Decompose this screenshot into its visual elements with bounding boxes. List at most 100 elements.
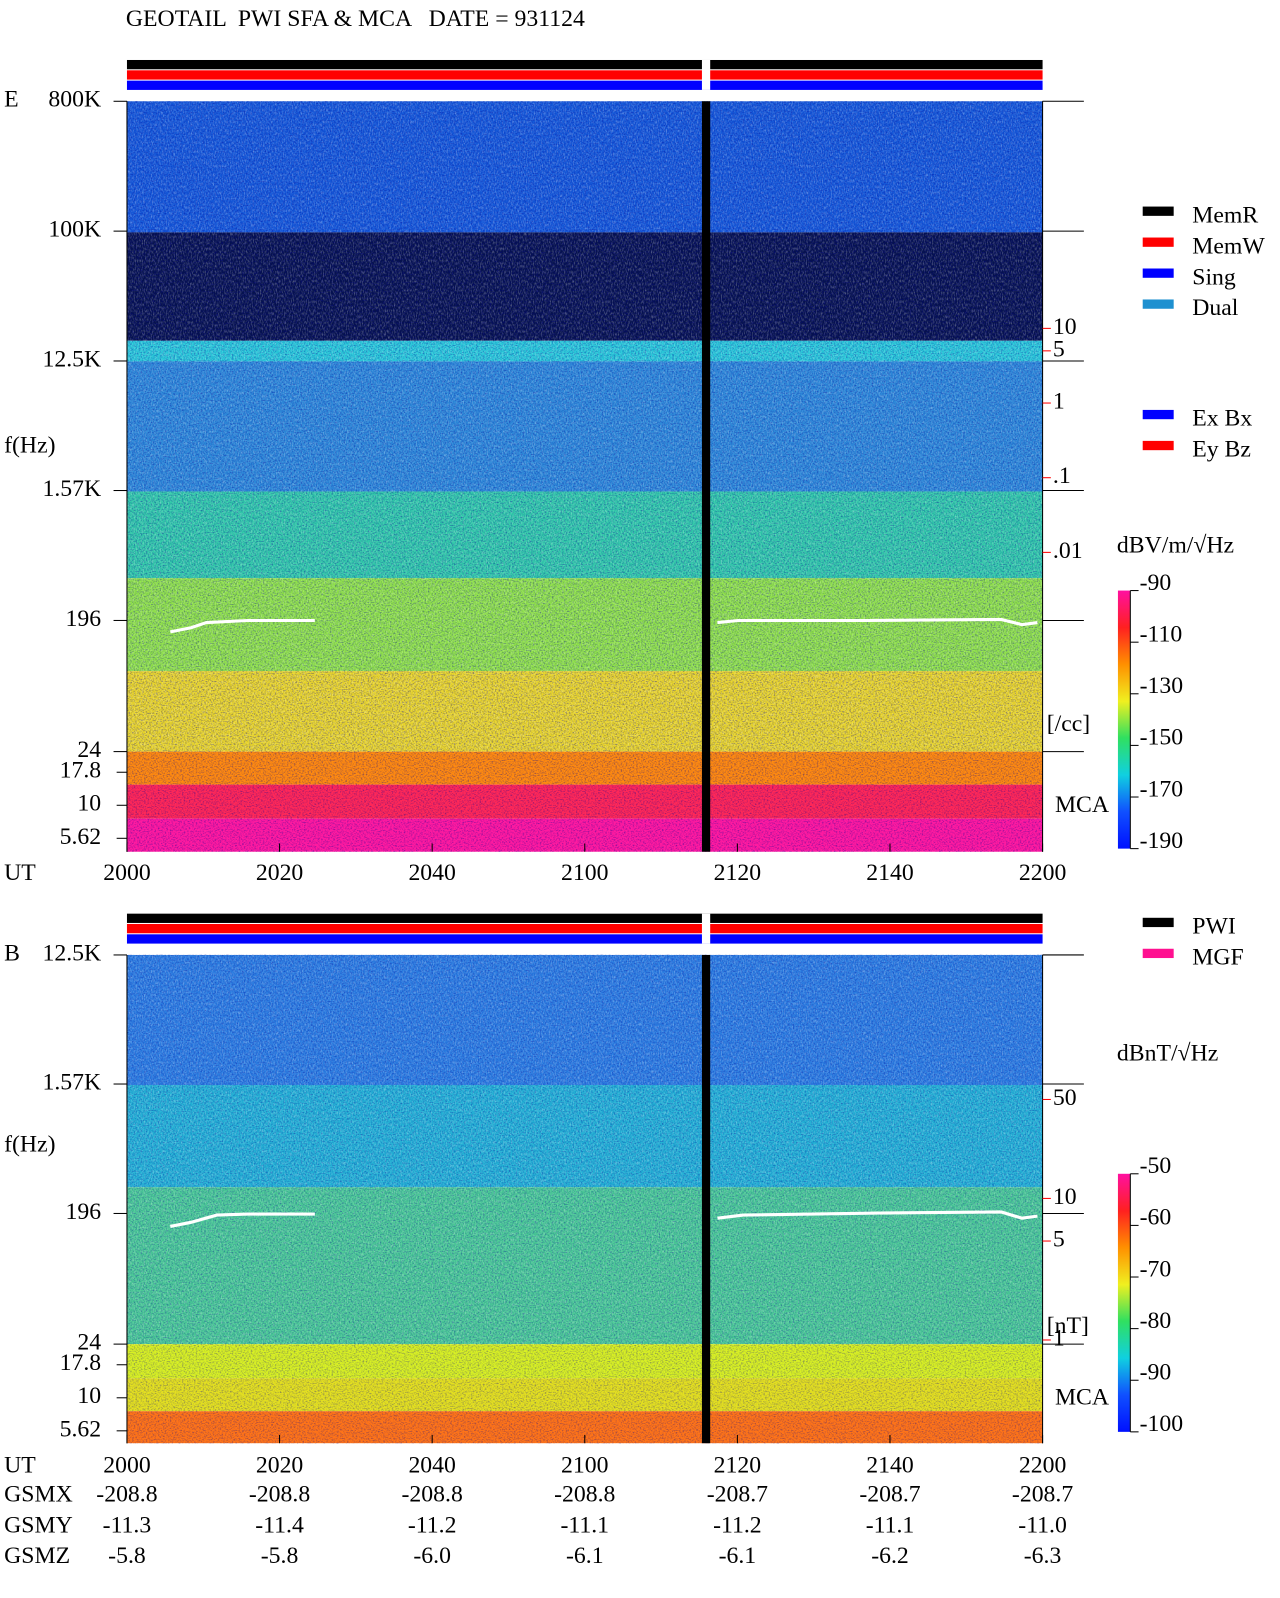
x-tick-label: 2140: [866, 860, 913, 886]
panel-label: B: [4, 940, 20, 966]
colorbar-tick-label: -50: [1140, 1153, 1172, 1179]
x-tick-label: 2100: [561, 860, 608, 886]
status-bar: [126, 913, 1043, 923]
x-tick-label: 2000: [103, 860, 150, 886]
spectrogram-e: [126, 101, 1043, 852]
legend-label: Ey Bz: [1192, 437, 1251, 463]
status-bar: [126, 80, 1043, 90]
y2-tick-label: .01: [1053, 538, 1083, 564]
colorbar-tick-label: -170: [1140, 776, 1184, 802]
x-tick-label: 2120: [714, 1452, 761, 1478]
colorbar-tick-label: -100: [1140, 1411, 1184, 1437]
orbit-value: -208.8: [96, 1481, 157, 1507]
legend-label: Sing: [1192, 264, 1236, 290]
legend-label: PWI: [1192, 914, 1236, 940]
status-gap: [701, 913, 711, 944]
orbit-value: -6.1: [719, 1543, 757, 1569]
status-bar: [126, 934, 1043, 944]
y2-tick-label: .1: [1053, 463, 1071, 489]
status-bar: [126, 59, 1043, 70]
y2-tick-label: 5: [1053, 1226, 1065, 1252]
orbit-value: -208.8: [554, 1481, 615, 1507]
orbit-value: -6.1: [566, 1543, 604, 1569]
y-axis-label: f(Hz): [4, 1131, 55, 1157]
y2-tick-label: 10: [1053, 314, 1077, 340]
y-tick-label: 24: [77, 737, 101, 763]
data-gap: [701, 954, 711, 1444]
x-tick-label: 2020: [256, 1452, 303, 1478]
y-tick-label: 100K: [48, 217, 101, 243]
mca-tick-label: 10: [77, 1383, 101, 1409]
y-tick-label: 196: [66, 1199, 102, 1225]
legend-label: MemR: [1192, 202, 1258, 228]
mca-label: MCA: [1055, 792, 1109, 818]
y2-tick-label: 1: [1053, 388, 1065, 414]
orbit-value: -5.8: [261, 1543, 299, 1569]
y-tick-label: 1.57K: [42, 476, 101, 502]
legend-label: Dual: [1192, 295, 1239, 321]
x-axis-label: UT: [4, 1452, 36, 1478]
x-tick-label: 2200: [1019, 1452, 1066, 1478]
y2-tick-label: 5: [1053, 336, 1065, 362]
colorbar-tick-label: -80: [1140, 1308, 1172, 1334]
spectrogram-b: [126, 954, 1043, 1444]
legend-label: MGF: [1192, 945, 1243, 971]
orbit-value: -208.7: [707, 1481, 768, 1507]
orbit-value: -11.1: [560, 1512, 609, 1538]
legend-label: Ex Bx: [1192, 406, 1252, 432]
legend-swatch: [1142, 409, 1174, 420]
colorbar-tick-label: -90: [1140, 570, 1172, 596]
orbit-value: -11.2: [713, 1512, 762, 1538]
x-tick-label: 2140: [866, 1452, 913, 1478]
data-gap: [701, 101, 711, 852]
orbit-row-label: GSMX: [4, 1481, 73, 1507]
panel-label: E: [4, 87, 19, 113]
y2-unit: [/cc]: [1047, 711, 1090, 737]
orbit-value: -208.8: [402, 1481, 463, 1507]
colorbar-tick-label: -60: [1140, 1205, 1172, 1231]
x-tick-label: 2040: [408, 860, 455, 886]
y2-tick-label: 10: [1053, 1184, 1077, 1210]
mca-tick-label: 5.62: [60, 824, 102, 850]
orbit-value: -208.7: [859, 1481, 920, 1507]
legend-label: MemW: [1192, 233, 1265, 259]
page-title: GEOTAIL PWI SFA & MCA DATE = 931124: [126, 6, 585, 32]
y2-tick-label: 1: [1053, 1325, 1065, 1351]
colorbar-tick-label: -90: [1140, 1360, 1172, 1386]
x-tick-label: 2100: [561, 1452, 608, 1478]
colorbar-tick-label: -130: [1140, 673, 1184, 699]
mca-tick-label: 17.8: [60, 758, 102, 784]
status-bar: [126, 70, 1043, 80]
legend-swatch: [1142, 237, 1174, 247]
status-bar: [126, 923, 1043, 934]
noise: [126, 101, 1043, 852]
colorbar-tick-label: -150: [1140, 725, 1184, 751]
legend-swatch: [1142, 206, 1174, 216]
y-tick-label: 800K: [48, 87, 101, 113]
orbit-row-label: GSMZ: [4, 1543, 70, 1569]
x-tick-label: 2020: [256, 860, 303, 886]
orbit-row-label: GSMY: [4, 1512, 73, 1538]
orbit-value: -208.7: [1012, 1481, 1073, 1507]
y2-tick-label: 50: [1053, 1085, 1077, 1111]
y-tick-label: 24: [77, 1330, 101, 1356]
legend-swatch: [1142, 917, 1174, 928]
x-tick-label: 2200: [1019, 860, 1066, 886]
noise: [126, 954, 1043, 1444]
status-gap: [701, 59, 711, 90]
orbit-value: -5.8: [108, 1543, 146, 1569]
x-tick-label: 2000: [103, 1452, 150, 1478]
x-axis-label: UT: [4, 860, 36, 886]
mca-tick-label: 5.62: [60, 1416, 102, 1442]
y-tick-label: 12.5K: [42, 940, 101, 966]
colorbar-tick-label: -190: [1140, 828, 1184, 854]
y-tick-label: 12.5K: [42, 346, 101, 372]
orbit-value: -11.2: [408, 1512, 457, 1538]
mca-tick-label: 10: [77, 791, 101, 817]
legend-swatch: [1142, 268, 1174, 278]
legend-swatch: [1142, 440, 1174, 451]
colorbar-label: dBnT/√Hz: [1117, 1041, 1218, 1067]
y-axis-label: f(Hz): [4, 433, 55, 459]
